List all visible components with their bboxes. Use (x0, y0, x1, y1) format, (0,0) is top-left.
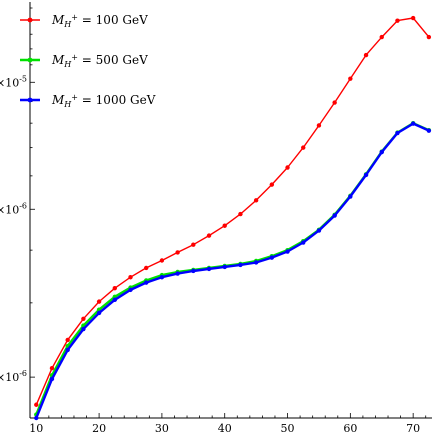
data-point (49, 365, 55, 371)
data-point (144, 265, 149, 271)
data-point (332, 100, 337, 105)
data-point (301, 145, 306, 150)
data-point (363, 52, 369, 58)
data-point (112, 297, 117, 303)
data-point (159, 258, 165, 263)
series-line (35, 17, 430, 406)
legend-swatch-marker (27, 97, 33, 103)
data-point (175, 271, 180, 276)
x-tick-label: 50 (281, 422, 295, 435)
data-point (253, 198, 259, 203)
data-point (222, 223, 227, 228)
series-layer (34, 15, 432, 421)
data-point (112, 285, 117, 291)
chart-legend: MH+ = 100 GeV MH+ = 500 GeV MH+ = 1000 GeV (20, 13, 156, 109)
data-point (316, 228, 322, 233)
data-point (379, 34, 384, 40)
data-point (301, 240, 306, 245)
data-point (395, 130, 400, 136)
data-point (332, 213, 337, 218)
data-point (81, 326, 86, 332)
data-point (175, 250, 180, 255)
data-point (128, 287, 133, 293)
data-point (269, 255, 275, 260)
y-tick-label: 5.×10-6 (0, 201, 27, 216)
data-point (222, 264, 227, 270)
data-point (285, 249, 290, 254)
data-point (96, 299, 102, 304)
data-point (34, 402, 39, 407)
x-tick-label: 10 (29, 422, 43, 435)
data-point (238, 262, 243, 268)
legend-label: MH+ = 100 GeV (51, 13, 148, 29)
legend-item-3: MH+ = 1000 GeV (20, 93, 156, 109)
data-point (49, 376, 55, 382)
data-point (363, 172, 369, 178)
x-tick-label: 30 (155, 422, 169, 435)
data-point (395, 18, 400, 23)
data-point (191, 242, 196, 247)
data-point (238, 211, 243, 217)
data-point (206, 233, 212, 238)
data-point (379, 149, 384, 155)
legend-swatch-marker (27, 17, 33, 23)
y-tick-label: 2.×10-6 (0, 369, 27, 384)
y-tick-label: 1.×10-5 (0, 74, 27, 89)
data-point (285, 165, 290, 170)
data-point (348, 194, 353, 199)
x-tick-label: 20 (92, 422, 106, 435)
data-point (316, 123, 322, 128)
data-point (206, 266, 212, 272)
series-3 (34, 121, 432, 421)
data-point (65, 337, 70, 343)
x-tick-label: 60 (343, 422, 357, 435)
data-point (65, 347, 70, 353)
data-point (269, 182, 275, 187)
data-point (34, 415, 39, 421)
legend-label: MH+ = 500 GeV (51, 53, 148, 69)
legend-label: MH+ = 1000 GeV (51, 93, 156, 109)
data-point (144, 280, 149, 285)
series-line (35, 121, 430, 416)
data-point (253, 260, 259, 265)
data-point (410, 15, 416, 21)
data-point (410, 121, 416, 126)
data-point (191, 268, 196, 274)
data-point (348, 76, 353, 81)
legend-swatch-marker (27, 57, 33, 63)
data-point (96, 310, 102, 316)
series-1 (34, 15, 432, 407)
legend-item-2: MH+ = 500 GeV (20, 53, 148, 69)
legend-item-1: MH+ = 100 GeV (20, 13, 148, 29)
data-point (426, 128, 432, 133)
data-point (159, 275, 165, 280)
data-point (81, 316, 86, 321)
series-line (35, 122, 430, 419)
data-point (128, 275, 133, 280)
x-tick-label: 70 (406, 422, 420, 435)
data-point (426, 34, 432, 40)
x-tick-label: 40 (218, 422, 232, 435)
